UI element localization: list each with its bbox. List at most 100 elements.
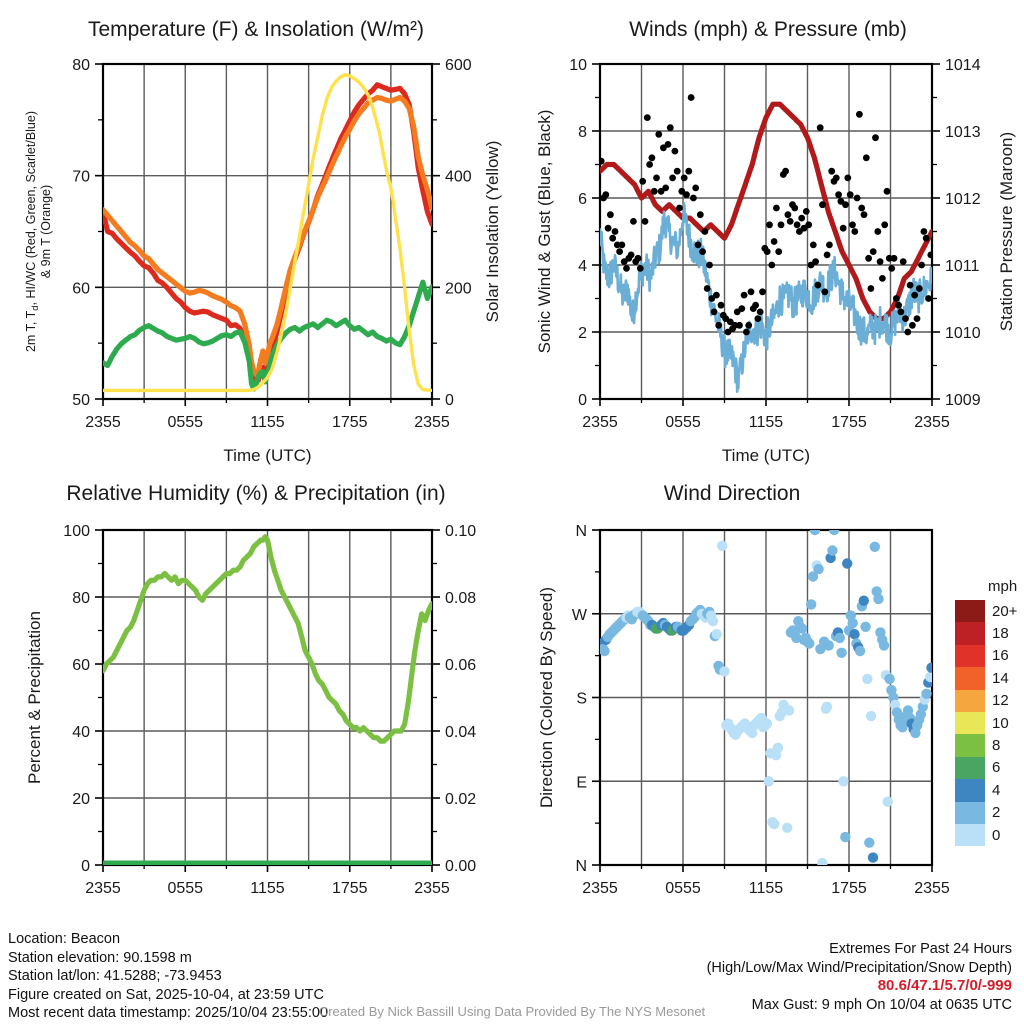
svg-text:6: 6 [578, 191, 587, 208]
svg-text:100: 100 [63, 523, 90, 540]
svg-text:2355: 2355 [914, 414, 950, 431]
data-timestamp-line: Most recent data timestamp: 2025/10/04 2… [8, 1005, 329, 1022]
svg-text:Solar Insolation (Yellow): Solar Insolation (Yellow) [483, 141, 502, 323]
svg-text:10: 10 [569, 57, 587, 74]
svg-text:1755: 1755 [332, 414, 368, 431]
figure-created-line: Figure created on Sat, 2025-10-04, at 23… [8, 986, 324, 1003]
legend-row: 10 [955, 711, 1017, 735]
svg-text:N: N [575, 858, 587, 875]
svg-text:4: 4 [578, 258, 587, 275]
legend-label: 12 [992, 692, 1009, 710]
legend-label: 16 [992, 647, 1009, 665]
svg-text:1013: 1013 [945, 124, 981, 141]
svg-text:40: 40 [72, 724, 90, 741]
svg-text:0: 0 [445, 392, 454, 409]
svg-text:2m T, Td, HI/WC (Red, Green, S: 2m T, Td, HI/WC (Red, Green, Scarlet/Blu… [24, 111, 41, 352]
legend-swatch [955, 600, 985, 623]
svg-text:Direction (Colored By Speed): Direction (Colored By Speed) [537, 587, 556, 808]
svg-text:1755: 1755 [831, 414, 867, 431]
extremes-title: Extremes For Past 24 Hours [829, 941, 1012, 957]
panel-temperature: Temperature (F) & Insolation (W/m²) 2355… [0, 0, 512, 465]
svg-text:1755: 1755 [831, 880, 867, 897]
svg-text:W: W [572, 607, 588, 624]
legend-row: 14 [955, 667, 1017, 690]
svg-text:2355: 2355 [414, 880, 450, 897]
legend-label: 2 [992, 804, 1001, 822]
legend-row: 2 [955, 801, 1017, 824]
legend-row: 18 [955, 622, 1017, 645]
svg-text:0555: 0555 [665, 414, 701, 431]
svg-text:1011: 1011 [945, 258, 980, 275]
svg-text:0: 0 [578, 392, 587, 409]
svg-text:1155: 1155 [749, 880, 784, 897]
legend-label: 18 [992, 625, 1009, 643]
legend-swatch [955, 779, 985, 802]
latlon-line: Station lat/lon: 41.5288; -73.9453 [8, 968, 222, 985]
legend-label: 0 [992, 826, 1001, 844]
legend-row: 12 [955, 689, 1017, 712]
legend-swatch [955, 622, 985, 645]
svg-text:& 9m T (Orange): & 9m T (Orange) [39, 185, 53, 278]
svg-text:60: 60 [72, 657, 90, 674]
legend-row: 16 [955, 644, 1017, 668]
credit-line: Created By Nick Bassill Using Data Provi… [318, 1004, 706, 1019]
svg-text:0.02: 0.02 [445, 791, 476, 808]
legend-swatch [955, 756, 985, 780]
svg-text:1009: 1009 [945, 392, 981, 409]
speed-color-legend: 20+ 18 16 14 12 10 8 6 4 2 0 [955, 600, 1018, 847]
panel-humidity: Relative Humidity (%) & Precipitation (i… [0, 460, 512, 920]
legend-label: 6 [992, 759, 1001, 777]
legend-swatch [955, 667, 985, 690]
svg-text:0: 0 [81, 858, 90, 875]
svg-text:1755: 1755 [332, 880, 368, 897]
legend-label: 10 [992, 714, 1009, 732]
svg-text:1155: 1155 [250, 880, 285, 897]
svg-text:1014: 1014 [945, 57, 981, 74]
svg-text:0.06: 0.06 [445, 657, 476, 674]
legend-title: mph [988, 578, 1018, 595]
svg-text:0.00: 0.00 [445, 858, 476, 875]
svg-text:8: 8 [578, 124, 587, 141]
chart-humidity: 2355 0555 1155 1755 2355 0 20 40 60 80 100 0.00 0.02… [25, 523, 476, 897]
legend-swatch [955, 711, 985, 735]
chart-winds: 2355 0555 1155 1755 2355 0 2 4 6 8 10 1009 1010 1011 1… [535, 57, 1016, 465]
svg-text:400: 400 [445, 169, 472, 186]
legend-row: 0 [955, 823, 1017, 847]
legend-label: 20+ [992, 602, 1018, 620]
max-gust-line: Max Gust: 9 mph On 10/04 at 0635 UTC [751, 996, 1012, 1013]
legend-label: 4 [992, 781, 1001, 799]
svg-text:50: 50 [72, 392, 90, 409]
svg-text:70: 70 [72, 169, 90, 186]
legend-swatch [955, 644, 985, 668]
svg-text:2355: 2355 [85, 880, 121, 897]
legend-swatch [955, 689, 985, 712]
elevation-line: Station elevation: 90.1598 m [8, 949, 192, 966]
svg-text:0.08: 0.08 [445, 590, 476, 607]
panel-winds: Winds (mph) & Pressure (mb) 2355 0555 1155… [512, 0, 1024, 465]
svg-text:1010: 1010 [945, 325, 981, 342]
legend-row: 4 [955, 779, 1017, 802]
svg-text:N: N [575, 523, 587, 540]
panel-temperature-title: Temperature (F) & Insolation (W/m²) [87, 18, 425, 41]
legend-swatch [955, 801, 985, 824]
svg-text:Sonic Wind & Gust (Blue, Black: Sonic Wind & Gust (Blue, Black) [535, 110, 554, 354]
location-line: Location: Beacon [8, 931, 121, 947]
svg-text:Time (UTC): Time (UTC) [722, 446, 810, 465]
legend-swatch [955, 734, 985, 757]
svg-text:1012: 1012 [945, 191, 981, 208]
svg-text:2355: 2355 [414, 414, 450, 431]
svg-text:80: 80 [72, 57, 90, 74]
legend-swatch [955, 823, 985, 847]
svg-text:Station Pressure (Maroon): Station Pressure (Maroon) [997, 132, 1016, 331]
panel-humidity-title: Relative Humidity (%) & Precipitation (i… [66, 482, 446, 505]
extremes-values: 80.6/47.1/5.7/0/-999 [877, 977, 1012, 995]
legend-row: 20+ [955, 600, 1018, 623]
station-info: Location: Beacon Station elevation: 90.1… [8, 930, 328, 1023]
svg-text:80: 80 [72, 590, 90, 607]
legend-label: 14 [992, 669, 1009, 687]
svg-text:2355: 2355 [582, 414, 618, 431]
legend-label: 8 [992, 737, 1001, 755]
svg-text:E: E [576, 774, 587, 791]
extremes-info: Extremes For Past 24 Hours (High/Low/Max… [707, 940, 1012, 1014]
